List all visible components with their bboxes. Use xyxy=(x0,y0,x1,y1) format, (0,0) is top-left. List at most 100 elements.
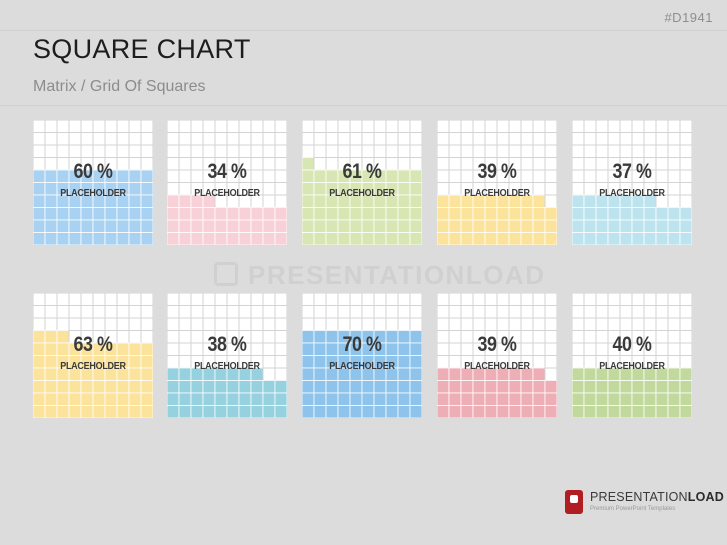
waffle-cell-empty xyxy=(448,293,462,306)
waffle-cell-filled xyxy=(397,392,411,406)
waffle-cell-filled xyxy=(496,405,510,418)
waffle-cell-filled xyxy=(202,207,216,221)
waffle-cell-empty xyxy=(250,144,264,158)
waffle-cell-filled xyxy=(190,207,204,221)
waffle-cell-filled xyxy=(373,405,387,418)
waffle-cell-empty xyxy=(178,293,192,306)
waffle-cell-empty xyxy=(679,132,692,146)
waffle-cell-empty xyxy=(92,317,106,331)
waffle-cell-filled xyxy=(337,405,351,418)
waffle-cell-empty xyxy=(655,293,669,306)
tile-value-label: 63 % xyxy=(73,333,113,356)
waffle-cell-empty xyxy=(583,305,597,319)
waffle-cell-filled xyxy=(104,405,118,418)
waffle-cell-empty xyxy=(361,305,375,319)
waffle-cell-empty xyxy=(496,132,510,146)
waffle-cell-empty xyxy=(116,120,130,133)
waffle-cell-empty xyxy=(56,120,70,133)
waffle-cell-filled xyxy=(484,207,498,221)
square-chart-tile: 61 % PLACEHOLDER xyxy=(302,120,422,245)
waffle-cell-filled xyxy=(226,232,240,245)
waffle-cell-empty xyxy=(178,120,192,133)
waffle-cell-filled xyxy=(496,380,510,394)
waffle-cell-filled xyxy=(667,207,681,221)
waffle-cell-empty xyxy=(572,317,585,331)
waffle-cell-filled xyxy=(595,405,609,418)
waffle-cell-empty xyxy=(361,132,375,146)
waffle-cell-empty xyxy=(116,144,130,158)
waffle-cell-filled xyxy=(302,207,315,221)
waffle-cell-filled xyxy=(544,232,557,245)
waffle-cell-filled xyxy=(361,207,375,221)
waffle-cell-filled xyxy=(325,232,339,245)
waffle-cell-empty xyxy=(226,120,240,133)
waffle-cell-filled xyxy=(302,232,315,245)
waffle-cell-empty xyxy=(508,317,522,331)
waffle-cell-empty xyxy=(583,120,597,133)
waffle-cell-empty xyxy=(190,293,204,306)
waffle-cell-filled xyxy=(373,207,387,221)
waffle-cell-empty xyxy=(190,305,204,319)
waffle-cell-empty xyxy=(437,293,450,306)
waffle-cell-filled xyxy=(128,232,142,245)
waffle-cell-empty xyxy=(496,305,510,319)
waffle-cell-empty xyxy=(92,305,106,319)
waffle-cell-filled xyxy=(337,392,351,406)
waffle-cell-empty xyxy=(337,305,351,319)
waffle-cell-empty xyxy=(238,120,252,133)
waffle-cell-empty xyxy=(202,120,216,133)
waffle-cell-empty xyxy=(116,305,130,319)
waffle-cell-empty xyxy=(385,293,399,306)
waffle-cell-empty xyxy=(679,120,692,133)
waffle-cell-empty xyxy=(619,305,633,319)
waffle-cell-empty xyxy=(655,132,669,146)
waffle-cell-empty xyxy=(337,293,351,306)
waffle-cell-empty xyxy=(250,120,264,133)
waffle-cell-empty xyxy=(631,144,645,158)
tile-category-label: PLACEHOLDER xyxy=(194,188,260,199)
waffle-cell-empty xyxy=(595,305,609,319)
waffle-cell-empty xyxy=(325,305,339,319)
waffle-cell-filled xyxy=(214,392,228,406)
waffle-cell-filled xyxy=(349,232,363,245)
square-chart-tile: 39 % PLACEHOLDER xyxy=(437,120,557,245)
brand-name-light: PRESENTATION xyxy=(590,490,688,504)
waffle-cell-filled xyxy=(80,207,94,221)
waffle-cell-filled xyxy=(250,405,264,418)
waffle-cell-filled xyxy=(226,207,240,221)
waffle-cell-empty xyxy=(313,120,327,133)
waffle-cell-filled xyxy=(80,392,94,406)
waffle-cell-empty xyxy=(92,132,106,146)
waffle-cell-empty xyxy=(607,120,621,133)
waffle-cell-filled xyxy=(532,392,546,406)
top-rule xyxy=(0,30,727,31)
waffle-cell-filled xyxy=(437,392,450,406)
waffle-cell-filled xyxy=(361,219,375,233)
waffle-cell-filled xyxy=(313,392,327,406)
waffle-cell-filled xyxy=(226,219,240,233)
waffle-cell-empty xyxy=(250,317,264,331)
waffle-cell-empty xyxy=(572,144,585,158)
waffle-cell-filled xyxy=(214,207,228,221)
waffle-cell-filled xyxy=(460,207,474,221)
waffle-cell-empty xyxy=(448,132,462,146)
waffle-cell-filled xyxy=(667,405,681,418)
waffle-cell-empty xyxy=(595,132,609,146)
waffle-cell-empty xyxy=(214,144,228,158)
waffle-cell-empty xyxy=(44,317,58,331)
waffle-cell-filled xyxy=(92,392,106,406)
waffle-cell-filled xyxy=(532,232,546,245)
waffle-cell-empty xyxy=(262,120,276,133)
waffle-cell-empty xyxy=(643,132,657,146)
waffle-cell-filled xyxy=(68,380,82,394)
waffle-cell-filled xyxy=(361,405,375,418)
waffle-cell-empty xyxy=(619,317,633,331)
waffle-cell-filled xyxy=(68,219,82,233)
waffle-cell-empty xyxy=(128,120,142,133)
waffle-cell-empty xyxy=(116,293,130,306)
waffle-cell-empty xyxy=(33,317,46,331)
waffle-cell-filled xyxy=(274,392,287,406)
waffle-cell-filled xyxy=(250,232,264,245)
waffle-cell-empty xyxy=(607,144,621,158)
